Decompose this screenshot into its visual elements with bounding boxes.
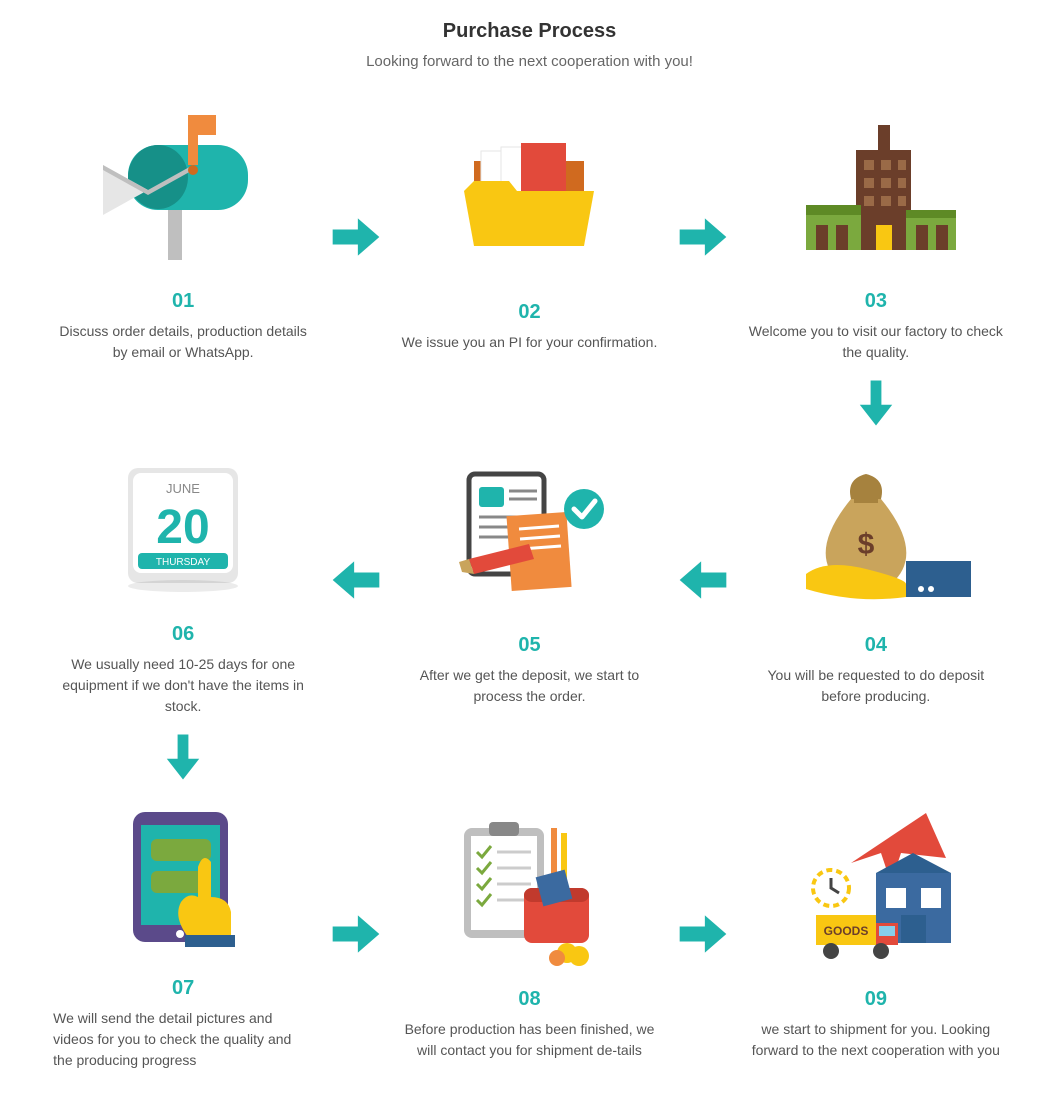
header: Purchase Process Looking forward to the … — [40, 20, 1019, 70]
factory-icon — [786, 110, 966, 270]
step-desc: Before production has been finished, we … — [399, 1019, 659, 1061]
page-title: Purchase Process — [40, 20, 1019, 43]
arrow-left-icon — [675, 552, 731, 608]
clipboard-wallet-icon — [439, 808, 619, 968]
step-desc: We issue you an PI for your confirmation… — [402, 332, 658, 353]
mailbox-icon — [93, 110, 273, 270]
step-number: 01 — [172, 290, 194, 313]
arrow-right-icon — [328, 209, 384, 265]
process-grid: 01 Discuss order details, production det… — [40, 110, 1019, 1071]
step-desc: We usually need 10-25 days for one equip… — [53, 654, 313, 717]
step-desc: Welcome you to visit our factory to chec… — [746, 321, 1006, 363]
arrow-down-icon — [165, 729, 201, 785]
step-number: 04 — [865, 634, 887, 657]
step-03: 03 Welcome you to visit our factory to c… — [746, 110, 1006, 363]
step-09: GOODS 09 we start to shipment for you. L… — [746, 808, 1006, 1061]
arrow-left-icon — [328, 552, 384, 608]
svg-text:THURSDAY: THURSDAY — [156, 557, 211, 568]
calendar-icon: JUNE 20 THURSDAY — [108, 443, 258, 603]
step-number: 02 — [518, 301, 540, 324]
folder-icon — [449, 121, 609, 281]
step-02: 02 We issue you an PI for your confirmat… — [399, 121, 659, 353]
svg-text:JUNE: JUNE — [166, 481, 200, 496]
step-number: 09 — [865, 988, 887, 1011]
step-number: 03 — [865, 290, 887, 313]
money-bag-icon: $ — [776, 454, 976, 614]
svg-text:GOODS: GOODS — [823, 924, 868, 938]
step-number: 06 — [172, 623, 194, 646]
arrow-down-icon — [858, 375, 894, 431]
svg-text:20: 20 — [156, 501, 209, 554]
step-desc: We will send the detail pictures and vid… — [53, 1008, 313, 1071]
step-06: JUNE 20 THURSDAY 06 We usually need 10-2… — [53, 443, 313, 717]
step-04: $ 04 You will be requested to do deposit… — [746, 454, 1006, 707]
arrow-right-icon — [675, 209, 731, 265]
step-desc: we start to shipment for you. Looking fo… — [746, 1019, 1006, 1061]
shipping-icon: GOODS — [781, 808, 971, 968]
svg-text:$: $ — [857, 528, 874, 561]
step-08: 08 Before production has been finished, … — [399, 808, 659, 1061]
tablet-touch-icon — [103, 797, 263, 957]
step-desc: Discuss order details, production detail… — [53, 321, 313, 363]
document-check-icon — [439, 454, 619, 614]
step-01: 01 Discuss order details, production det… — [53, 110, 313, 363]
step-desc: You will be requested to do deposit befo… — [746, 665, 1006, 707]
page-subtitle: Looking forward to the next cooperation … — [40, 53, 1019, 70]
arrow-right-icon — [328, 906, 384, 962]
step-number: 05 — [518, 634, 540, 657]
step-number: 08 — [518, 988, 540, 1011]
step-number: 07 — [172, 977, 194, 1000]
arrow-right-icon — [675, 906, 731, 962]
step-05: 05 After we get the deposit, we start to… — [399, 454, 659, 707]
step-07: 07 We will send the detail pictures and … — [53, 797, 313, 1071]
step-desc: After we get the deposit, we start to pr… — [399, 665, 659, 707]
